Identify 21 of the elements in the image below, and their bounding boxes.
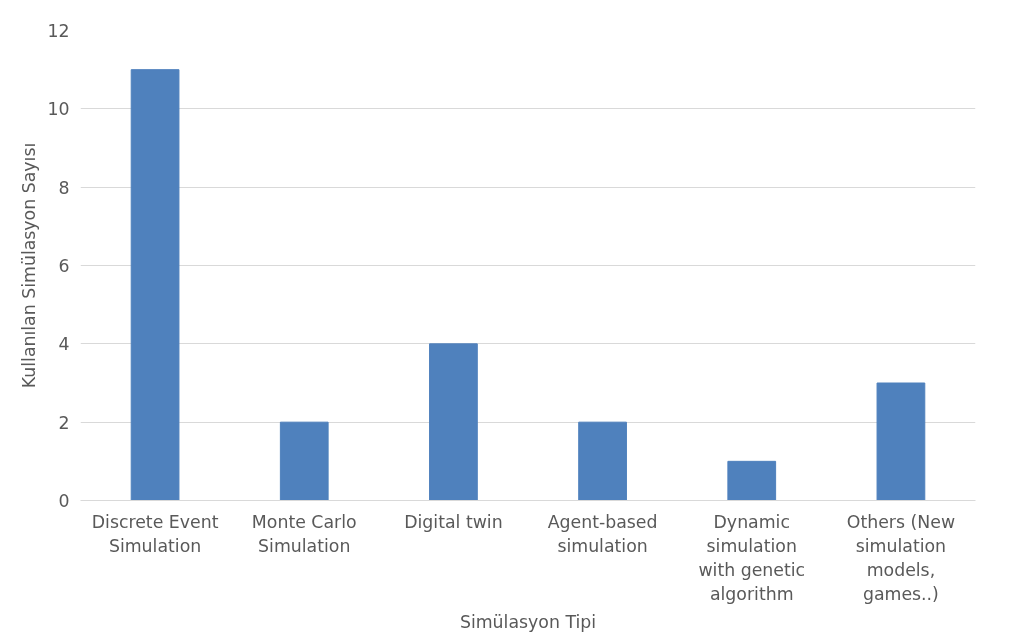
y-axis-title: Kullanılan Simülasyon Sayısı [19,142,40,389]
x-tick-label: Digital twin [404,511,503,532]
y-tick-label: 10 [47,99,70,120]
x-tick-label: Dynamic simulation with genetic algorithm [698,511,806,604]
y-tick-label: 8 [58,177,70,198]
bar [876,382,926,501]
x-tick-label: Monte Carlo Simulation [251,511,357,556]
bar [727,460,777,501]
y-tick-label: 0 [58,491,70,511]
bar [130,69,180,501]
y-tick-label: 12 [47,21,70,41]
x-tick-label: Others (New simulation models, games..) [846,511,956,604]
x-axis-title: Simülasyon Tipi [459,611,597,632]
y-tick-label: 4 [58,334,70,355]
bar [279,421,329,501]
y-tick-label: 2 [58,412,70,433]
bar [429,343,478,501]
y-tick-label: 6 [58,256,70,276]
x-tick-label: Agent-based simulation [547,511,658,556]
bar [578,421,627,501]
x-tick-label: Discrete Event Simulation [91,511,219,556]
